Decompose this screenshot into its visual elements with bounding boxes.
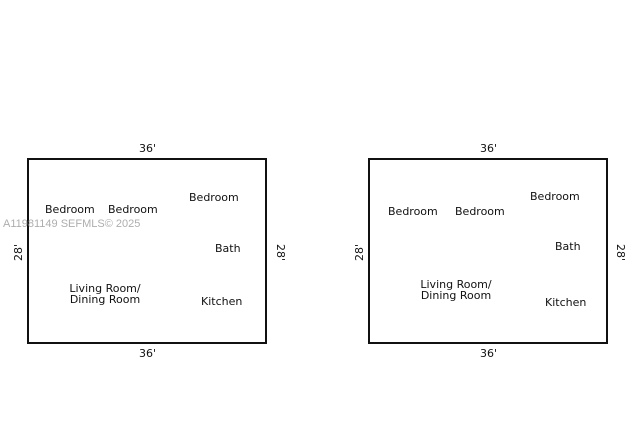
bottom-dimension: 36' bbox=[139, 347, 157, 360]
room-bath: Bath bbox=[555, 240, 581, 253]
left-dimension: 28' bbox=[12, 243, 26, 262]
plan-outline bbox=[27, 158, 267, 344]
right-dimension: 28' bbox=[614, 243, 628, 262]
room-bedroom: Bedroom bbox=[388, 205, 438, 218]
room-bedroom: Bedroom bbox=[189, 191, 239, 204]
room-label-line: Dining Room bbox=[420, 289, 492, 302]
room-bath: Bath bbox=[215, 242, 241, 255]
room-bedroom: Bedroom bbox=[108, 203, 158, 216]
plan-outline bbox=[368, 158, 608, 344]
room-living-dining: Living Room/ Dining Room bbox=[419, 279, 493, 301]
top-dimension: 36' bbox=[480, 142, 498, 155]
room-label-line: Living Room/ bbox=[420, 278, 492, 291]
room-label-line: Living Room/ bbox=[69, 282, 141, 295]
room-living-dining: Living Room/ Dining Room bbox=[68, 283, 142, 305]
right-dimension: 28' bbox=[274, 243, 288, 262]
room-label-line: Dining Room bbox=[69, 293, 141, 306]
bottom-dimension: 36' bbox=[480, 347, 498, 360]
top-dimension: 36' bbox=[139, 142, 157, 155]
room-bedroom: Bedroom bbox=[530, 190, 580, 203]
left-dimension: 28' bbox=[353, 243, 367, 262]
watermark: A11981149 SEFMLS© 2025 bbox=[3, 218, 141, 230]
room-bedroom: Bedroom bbox=[455, 205, 505, 218]
room-bedroom: Bedroom bbox=[45, 203, 95, 216]
room-kitchen: Kitchen bbox=[201, 295, 243, 308]
room-kitchen: Kitchen bbox=[545, 296, 587, 309]
